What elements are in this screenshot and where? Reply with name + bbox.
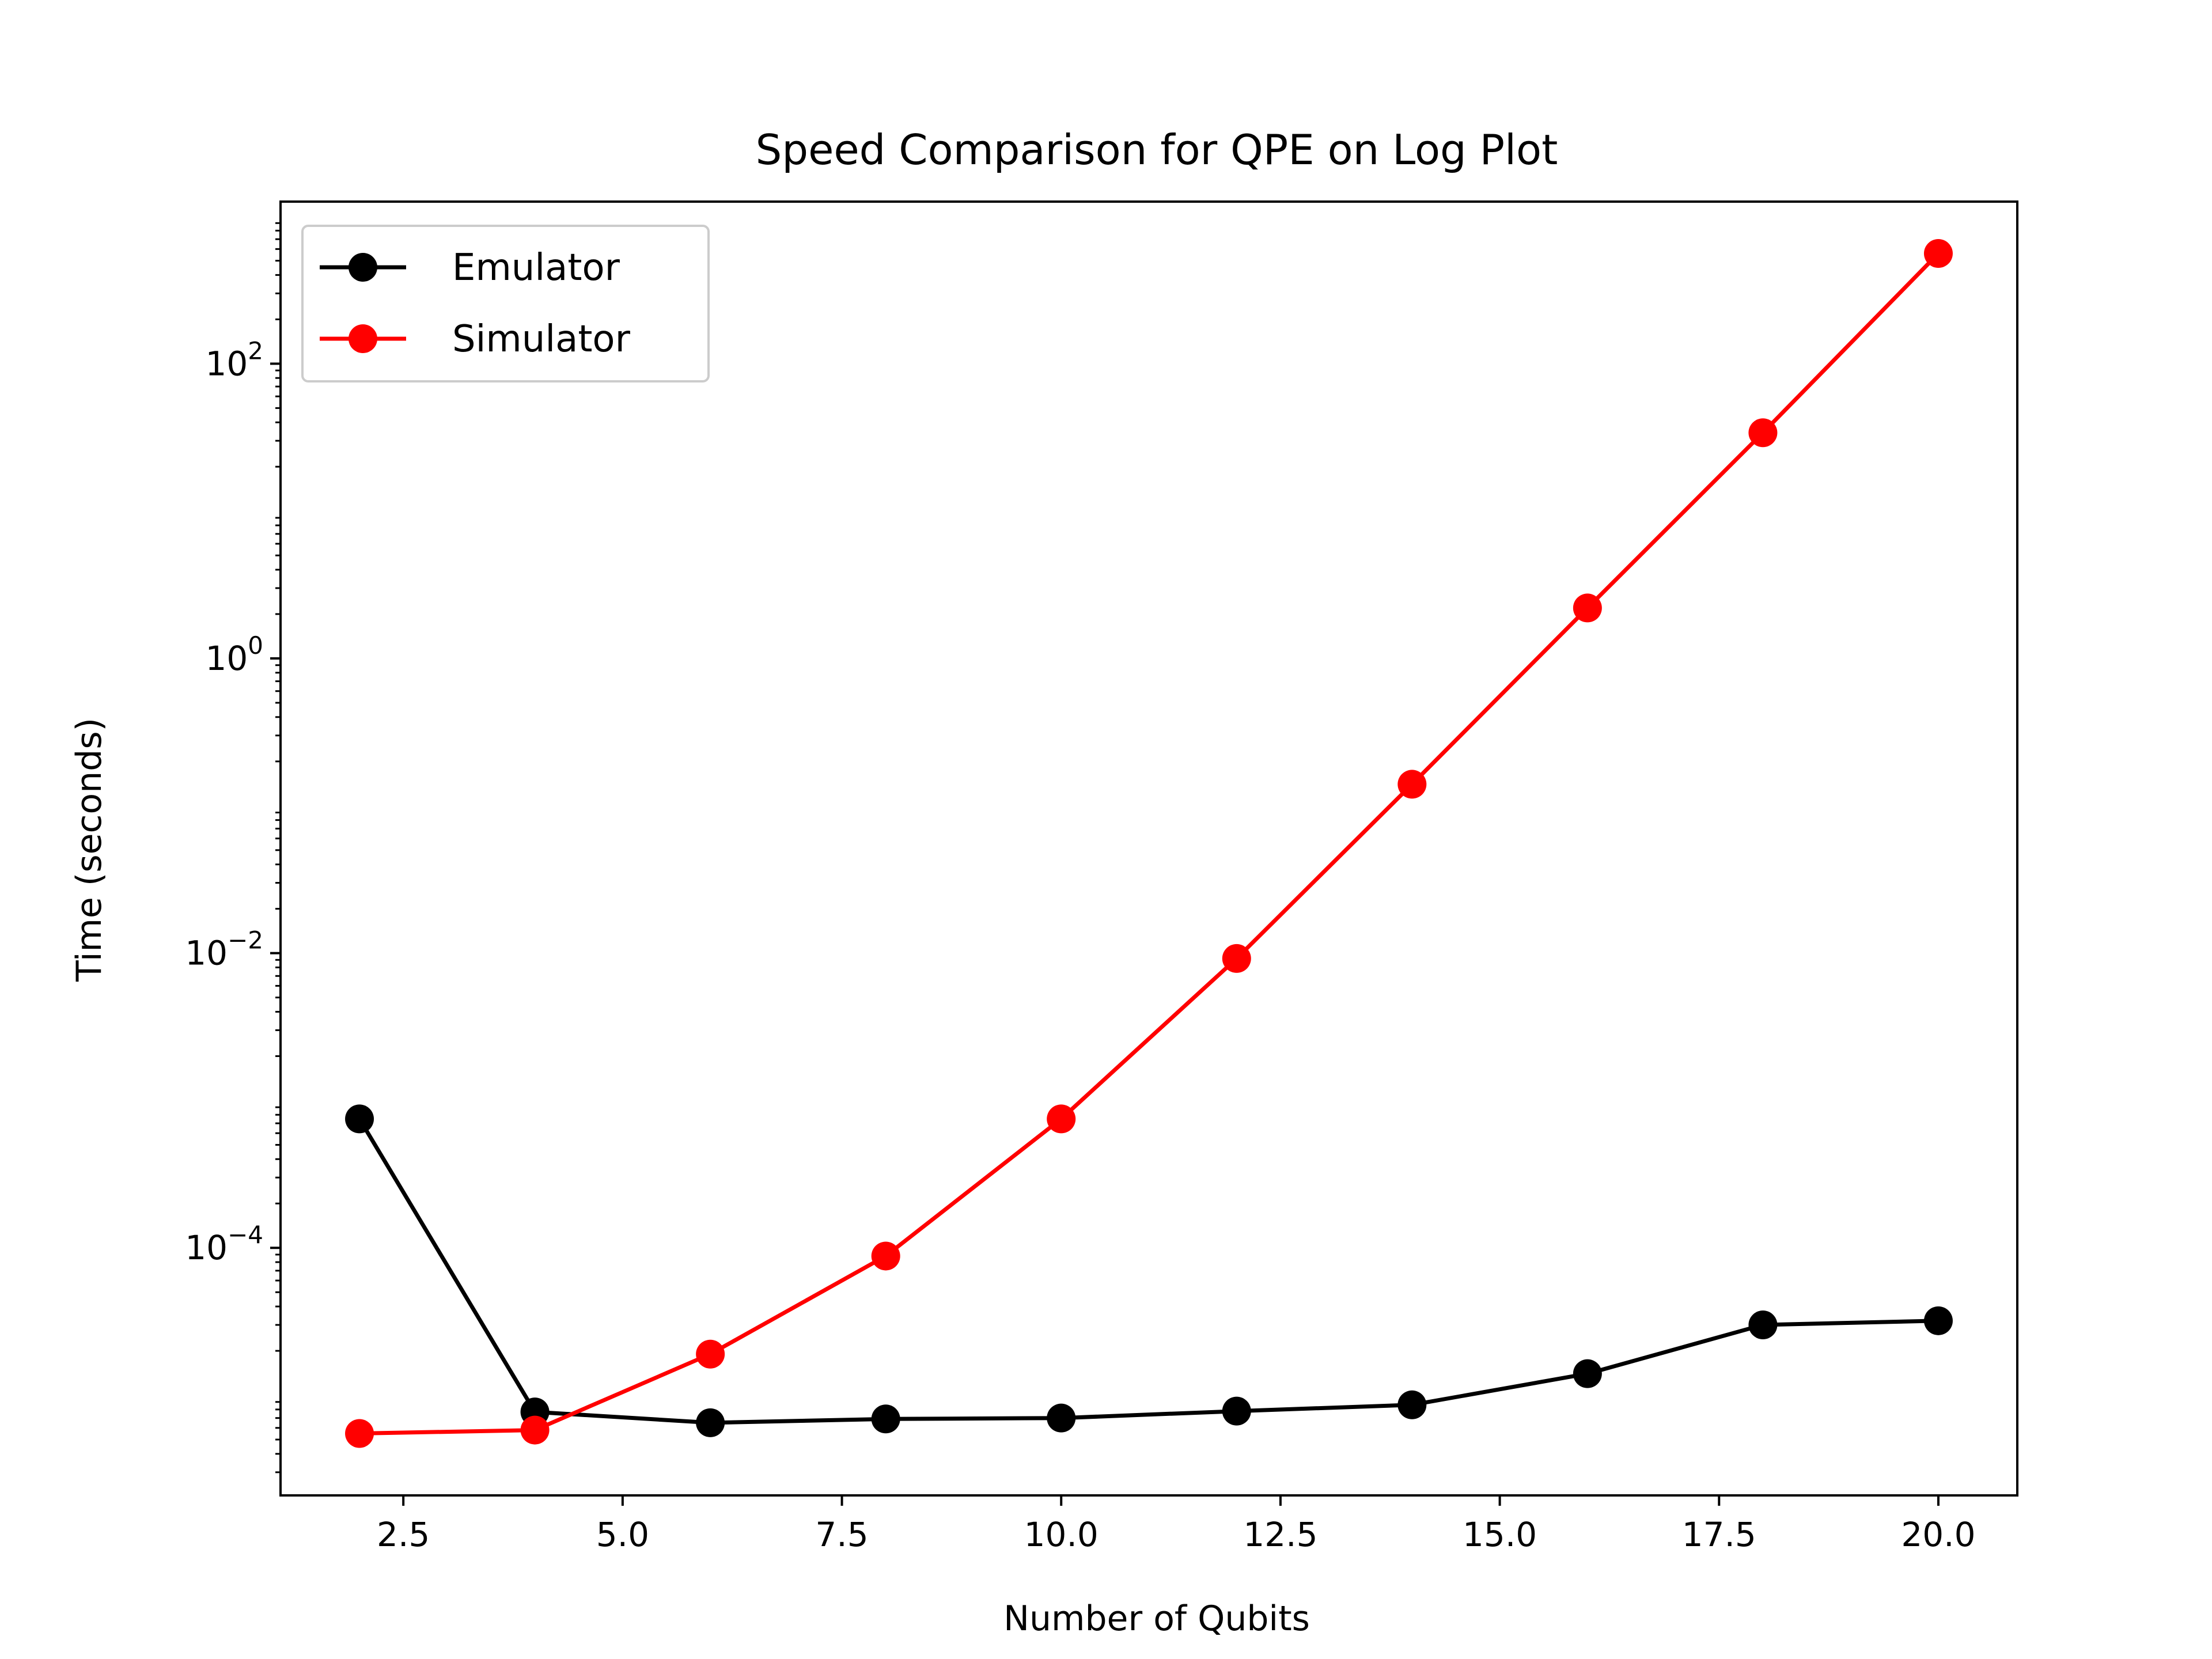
y-tick-base: 10 [185,934,228,973]
y-tick-exponent: −4 [228,1221,263,1249]
data-point-simulator [1748,418,1778,448]
x-tick-label: 5.0 [596,1515,649,1554]
y-tick-label: 102 [205,336,263,383]
data-point-emulator [1923,1306,1953,1335]
series-line-simulator [359,252,1940,1435]
data-point-simulator [1222,944,1251,973]
legend-label-emulator: Emulator [452,247,620,289]
y-tick-label: 100 [205,631,263,678]
y-tick-exponent: 0 [248,631,263,660]
y-tick-base: 10 [205,639,248,678]
data-point-simulator [1047,1104,1076,1134]
x-tick-label: 2.5 [377,1515,430,1554]
data-point-emulator [1397,1390,1427,1419]
legend-marker-simulator [349,324,377,353]
x-tick-label: 10.0 [1024,1515,1099,1554]
y-tick-exponent: 2 [248,336,263,365]
data-point-simulator [871,1241,900,1271]
legend-label-simulator: Simulator [452,318,631,361]
x-tick-label: 17.5 [1682,1515,1756,1554]
data-point-simulator [345,1419,374,1448]
chart-title: Speed Comparison for QPE on Log Plot [756,126,1558,174]
y-tick-base: 10 [205,344,248,383]
legend: Emulator Simulator [301,225,710,382]
data-point-simulator [1573,593,1602,623]
data-point-emulator [1748,1310,1778,1339]
x-tick-label: 12.5 [1243,1515,1317,1554]
legend-marker-emulator [349,253,377,282]
y-tick-exponent: −2 [228,926,263,955]
data-point-emulator [345,1104,374,1134]
y-axis-label: Time (seconds) [69,718,109,982]
x-tick-label: 15.0 [1463,1515,1537,1554]
series-line-emulator [357,1118,1939,1425]
data-point-emulator [871,1404,900,1434]
x-tick-label: 20.0 [1901,1515,1975,1554]
data-point-emulator [1573,1359,1602,1388]
y-tick-label: 10−4 [185,1221,263,1267]
data-point-emulator [1047,1403,1076,1433]
data-point-simulator [696,1339,725,1369]
data-point-simulator [1923,238,1953,268]
x-tick-label: 7.5 [815,1515,868,1554]
data-point-emulator [696,1408,725,1437]
data-point-simulator [1397,770,1427,799]
plot-area [279,200,2018,1497]
x-axis-label: Number of Qubits [1003,1599,1310,1639]
x-axis: 2.5 5.0 7.5 10.0 12.5 15.0 17.5 20.0 [377,1495,1976,1554]
legend-box [301,225,710,382]
data-point-simulator [520,1415,550,1445]
axes-frame [279,200,2018,1497]
data-point-emulator [1222,1396,1251,1426]
y-tick-label: 10−2 [185,926,263,973]
y-tick-base: 10 [185,1228,228,1267]
